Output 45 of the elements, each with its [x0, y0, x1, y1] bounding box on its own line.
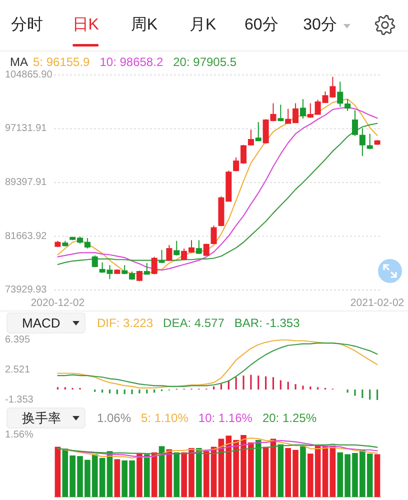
x-tick-label: 2021-02-02 — [350, 297, 404, 309]
y-tick-label: 81663.92 — [5, 230, 47, 242]
bar — [144, 454, 150, 497]
tab-label: 周K — [130, 16, 158, 34]
legend-label: 5: 1.10% — [141, 411, 188, 425]
chart-title: 换手率 — [22, 410, 61, 426]
bar — [262, 446, 269, 497]
legend-label: 20: 1.25% — [262, 411, 316, 425]
annotation-label: 1.56% — [5, 430, 34, 440]
bar — [136, 454, 142, 497]
tab-label: 60分 — [244, 16, 278, 34]
tab-label: 分时 — [11, 16, 43, 34]
y-tick-label: 97131.91 — [5, 123, 47, 134]
legend-label: DEA: 4.577 — [163, 316, 224, 330]
legend-title: MA — [10, 55, 28, 69]
legend-label: 5: 96155.9 — [33, 55, 90, 69]
y-tick-label: 2.521 — [5, 364, 30, 376]
legend-label: DIF: 3.223 — [97, 316, 154, 330]
y-tick-label: 6.395 — [5, 334, 30, 346]
y-tick-label: 73929.93 — [5, 284, 47, 296]
bar — [174, 452, 180, 497]
bar — [330, 446, 336, 497]
bar — [322, 446, 328, 497]
bar — [270, 438, 276, 497]
bar — [114, 459, 120, 497]
tab-label: 30分 — [303, 16, 337, 34]
y-tick-label: 89397.91 — [5, 177, 47, 188]
legend-label: 10: 1.16% — [198, 411, 252, 425]
y-tick-label: 104865.90 — [5, 70, 52, 80]
annotation-label: 1.06% — [97, 411, 132, 425]
bar — [54, 446, 61, 497]
bar — [278, 444, 284, 497]
chart-title: MACD — [22, 316, 60, 330]
tab-label: 月K — [189, 16, 216, 34]
bar — [158, 446, 165, 497]
bar — [300, 446, 306, 497]
bar — [255, 440, 262, 497]
y-tick-label: -1.353 — [5, 394, 34, 406]
bar — [374, 454, 380, 497]
legend-label: 20: 97905.5 — [173, 55, 237, 69]
bar — [151, 452, 158, 497]
legend-label: 10: 98658.2 — [100, 55, 164, 69]
x-tick-label: 2020-12-02 — [30, 297, 85, 309]
tab-label: 日K — [72, 16, 99, 34]
bar — [196, 448, 202, 497]
